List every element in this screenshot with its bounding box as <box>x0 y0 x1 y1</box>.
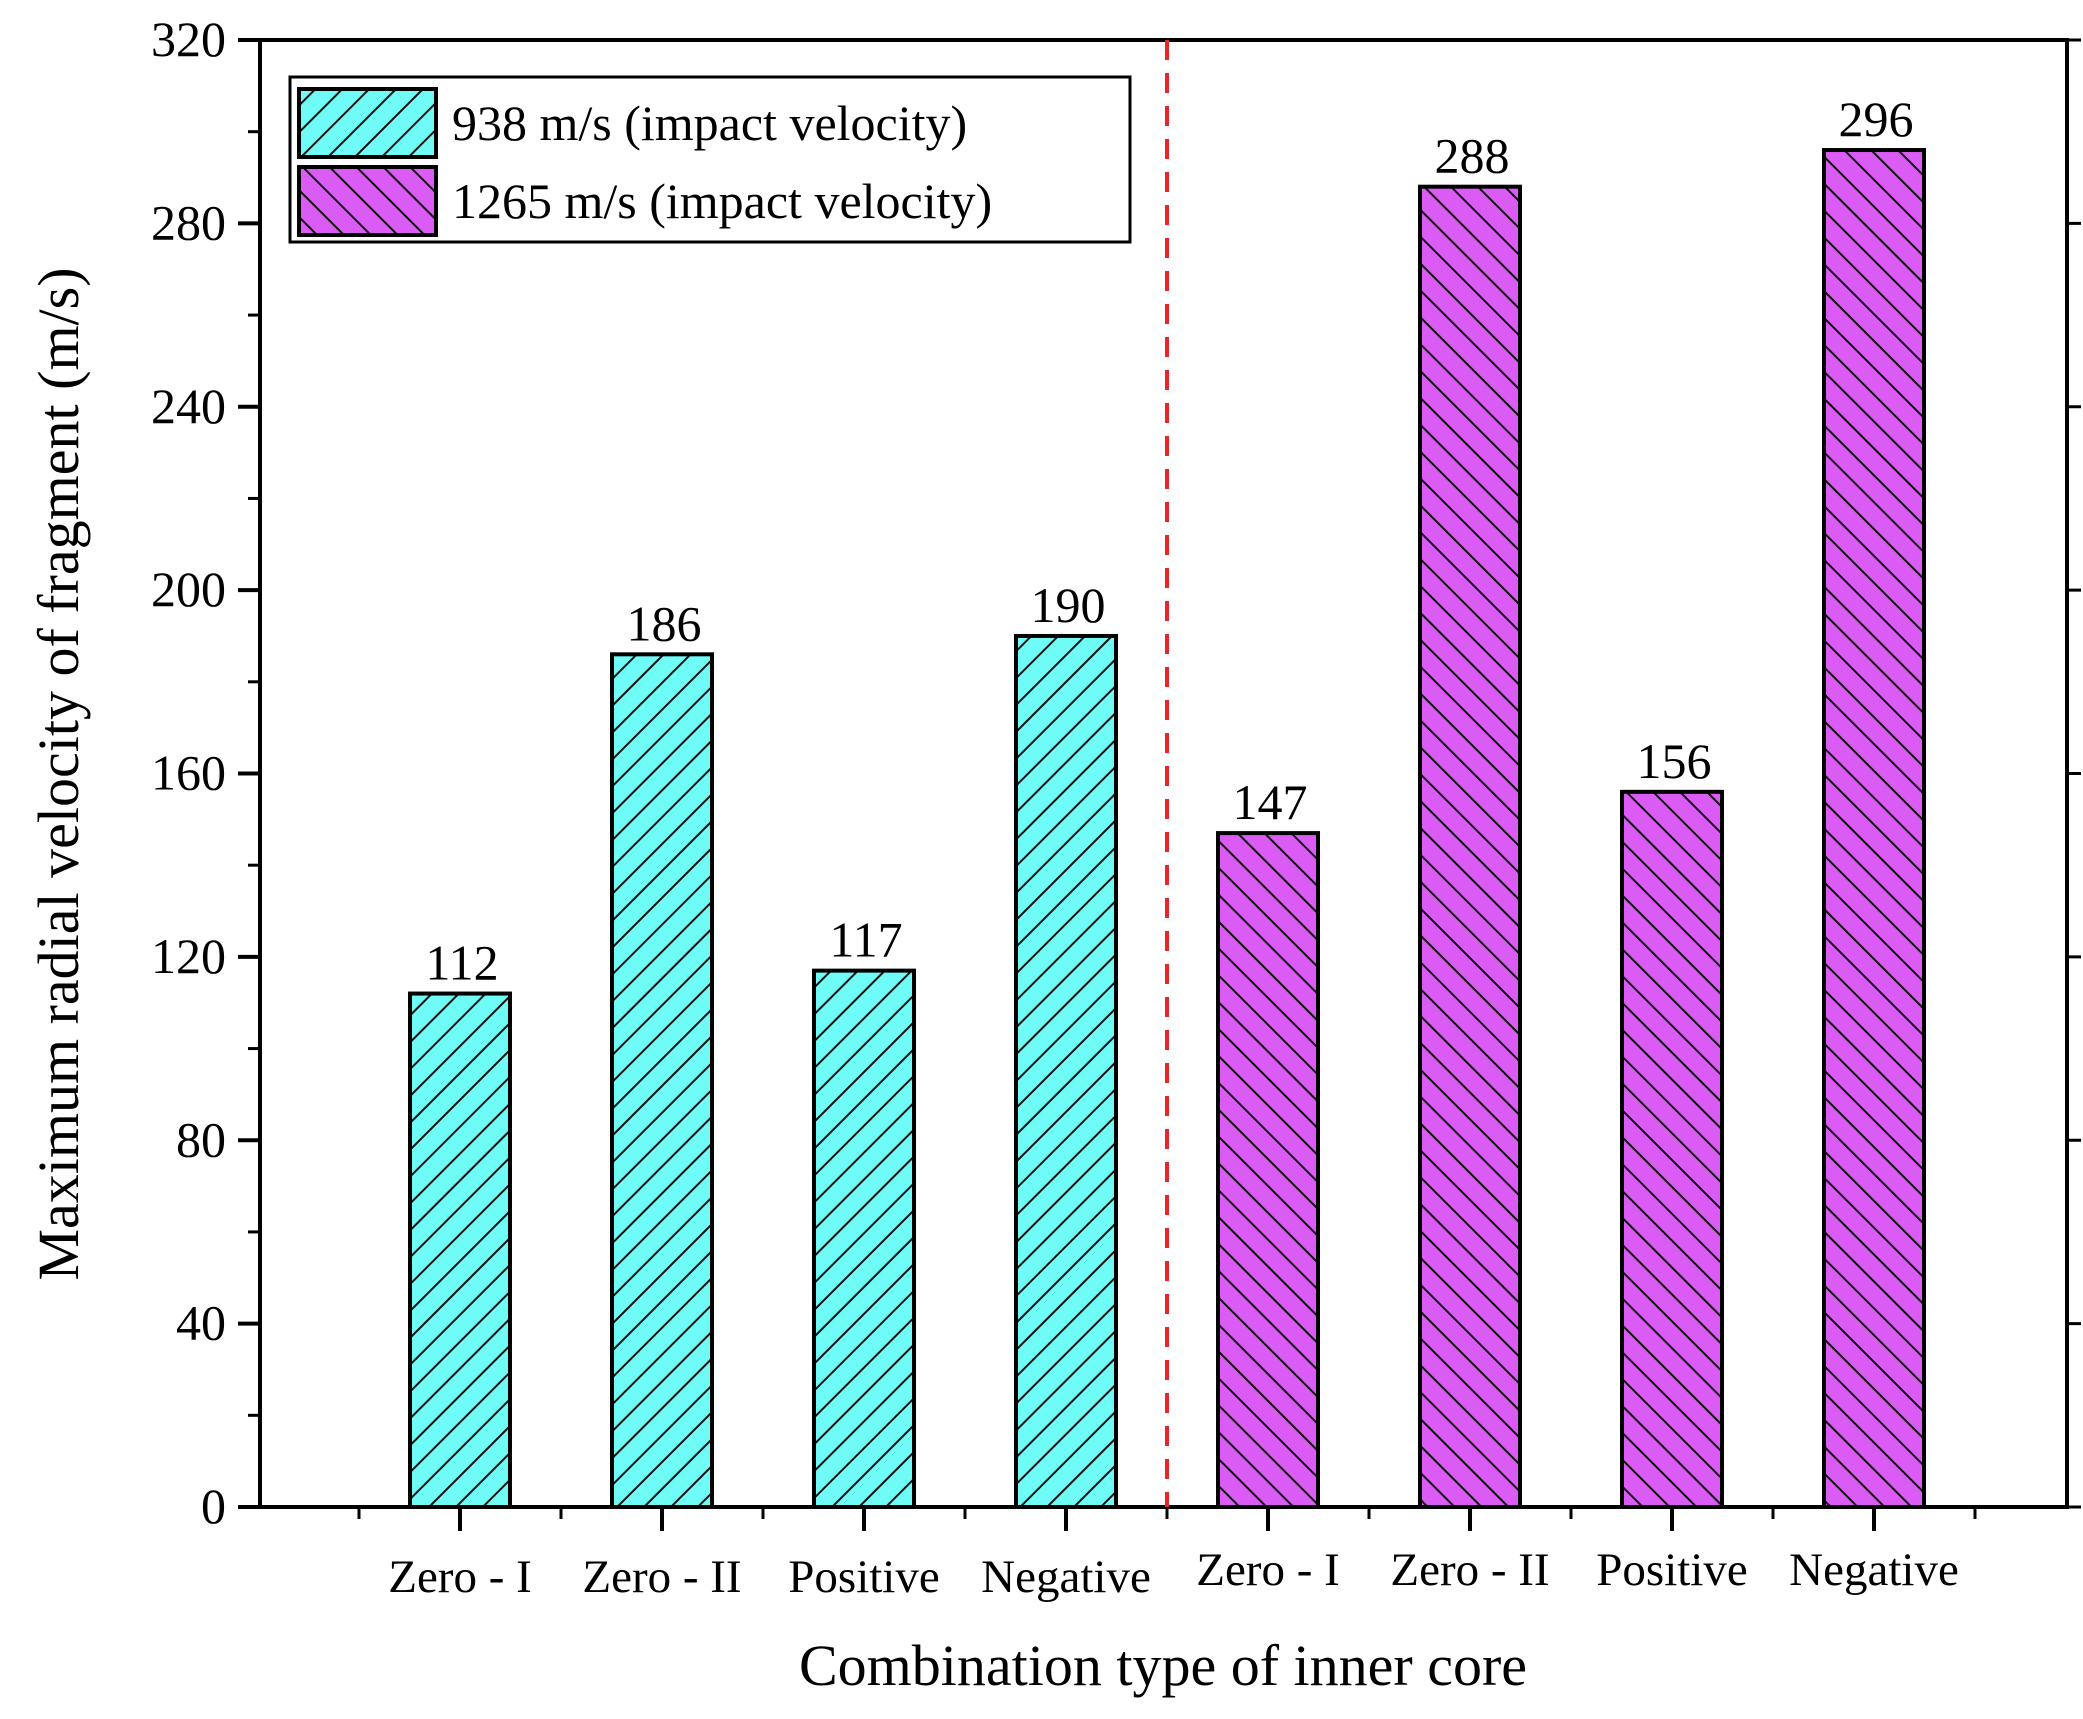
x-tick-label: Negative <box>981 1551 1151 1603</box>
bar <box>1014 633 1118 1509</box>
plot-frame <box>258 38 2069 1509</box>
data-label: 296 <box>1839 91 1914 147</box>
bar <box>1822 148 1926 1509</box>
bars-group <box>408 148 1926 1510</box>
bar <box>1418 184 1522 1510</box>
x-tick-label: Positive <box>788 1551 939 1603</box>
data-label: 190 <box>1031 577 1106 633</box>
data-label: 156 <box>1637 733 1712 789</box>
y-tick-label: 40 <box>176 1295 226 1351</box>
x-tick-label: Zero - I <box>1196 1544 1340 1596</box>
y-tick-label: 160 <box>151 745 226 801</box>
data-label: 186 <box>627 595 702 651</box>
bar <box>610 652 714 1509</box>
x-tick-label: Zero - I <box>388 1551 532 1603</box>
y-axis-title: Maximum radial velocity of fragment (m/s… <box>26 267 91 1280</box>
y-tick-label: 240 <box>151 378 226 434</box>
bar <box>1216 831 1320 1509</box>
data-labels-group: 112 186 117 190 147 288 156 296 <box>425 91 1913 991</box>
x-tick-label: Positive <box>1596 1544 1747 1596</box>
y-tick-label: 200 <box>151 561 226 617</box>
data-label: 117 <box>829 912 902 968</box>
legend-label-1265: 1265 m/s (impact velocity) <box>452 173 992 229</box>
legend-swatch-1265 <box>297 165 438 237</box>
data-label: 288 <box>1435 128 1510 184</box>
data-label: 147 <box>1233 774 1308 830</box>
data-label: 112 <box>425 935 498 991</box>
x-tick-label: Negative <box>1789 1544 1959 1596</box>
y-tick-label: 320 <box>151 11 226 67</box>
y-tick-label: 0 <box>201 1478 226 1534</box>
x-axis-title: Combination type of inner core <box>799 1633 1527 1698</box>
legend-label-938: 938 m/s (impact velocity) <box>452 95 967 151</box>
legend-swatch-938 <box>297 87 438 159</box>
x-tick-label: Zero - II <box>1390 1544 1549 1596</box>
x-tick-label: Zero - II <box>582 1551 741 1603</box>
bar <box>408 991 512 1509</box>
y-tick-label: 120 <box>151 928 226 984</box>
bar <box>1620 789 1724 1509</box>
legend: 938 m/s (impact velocity) 1265 m/s (impa… <box>288 75 1132 244</box>
y-tick-label: 80 <box>176 1111 226 1167</box>
bar <box>812 968 916 1509</box>
y-tick-label: 280 <box>151 194 226 250</box>
y-axis: 0 40 80 120 160 200 240 280 320 <box>151 11 2081 1534</box>
x-axis: Zero - I Zero - II Positive Negative Zero - … <box>357 1507 1977 1603</box>
